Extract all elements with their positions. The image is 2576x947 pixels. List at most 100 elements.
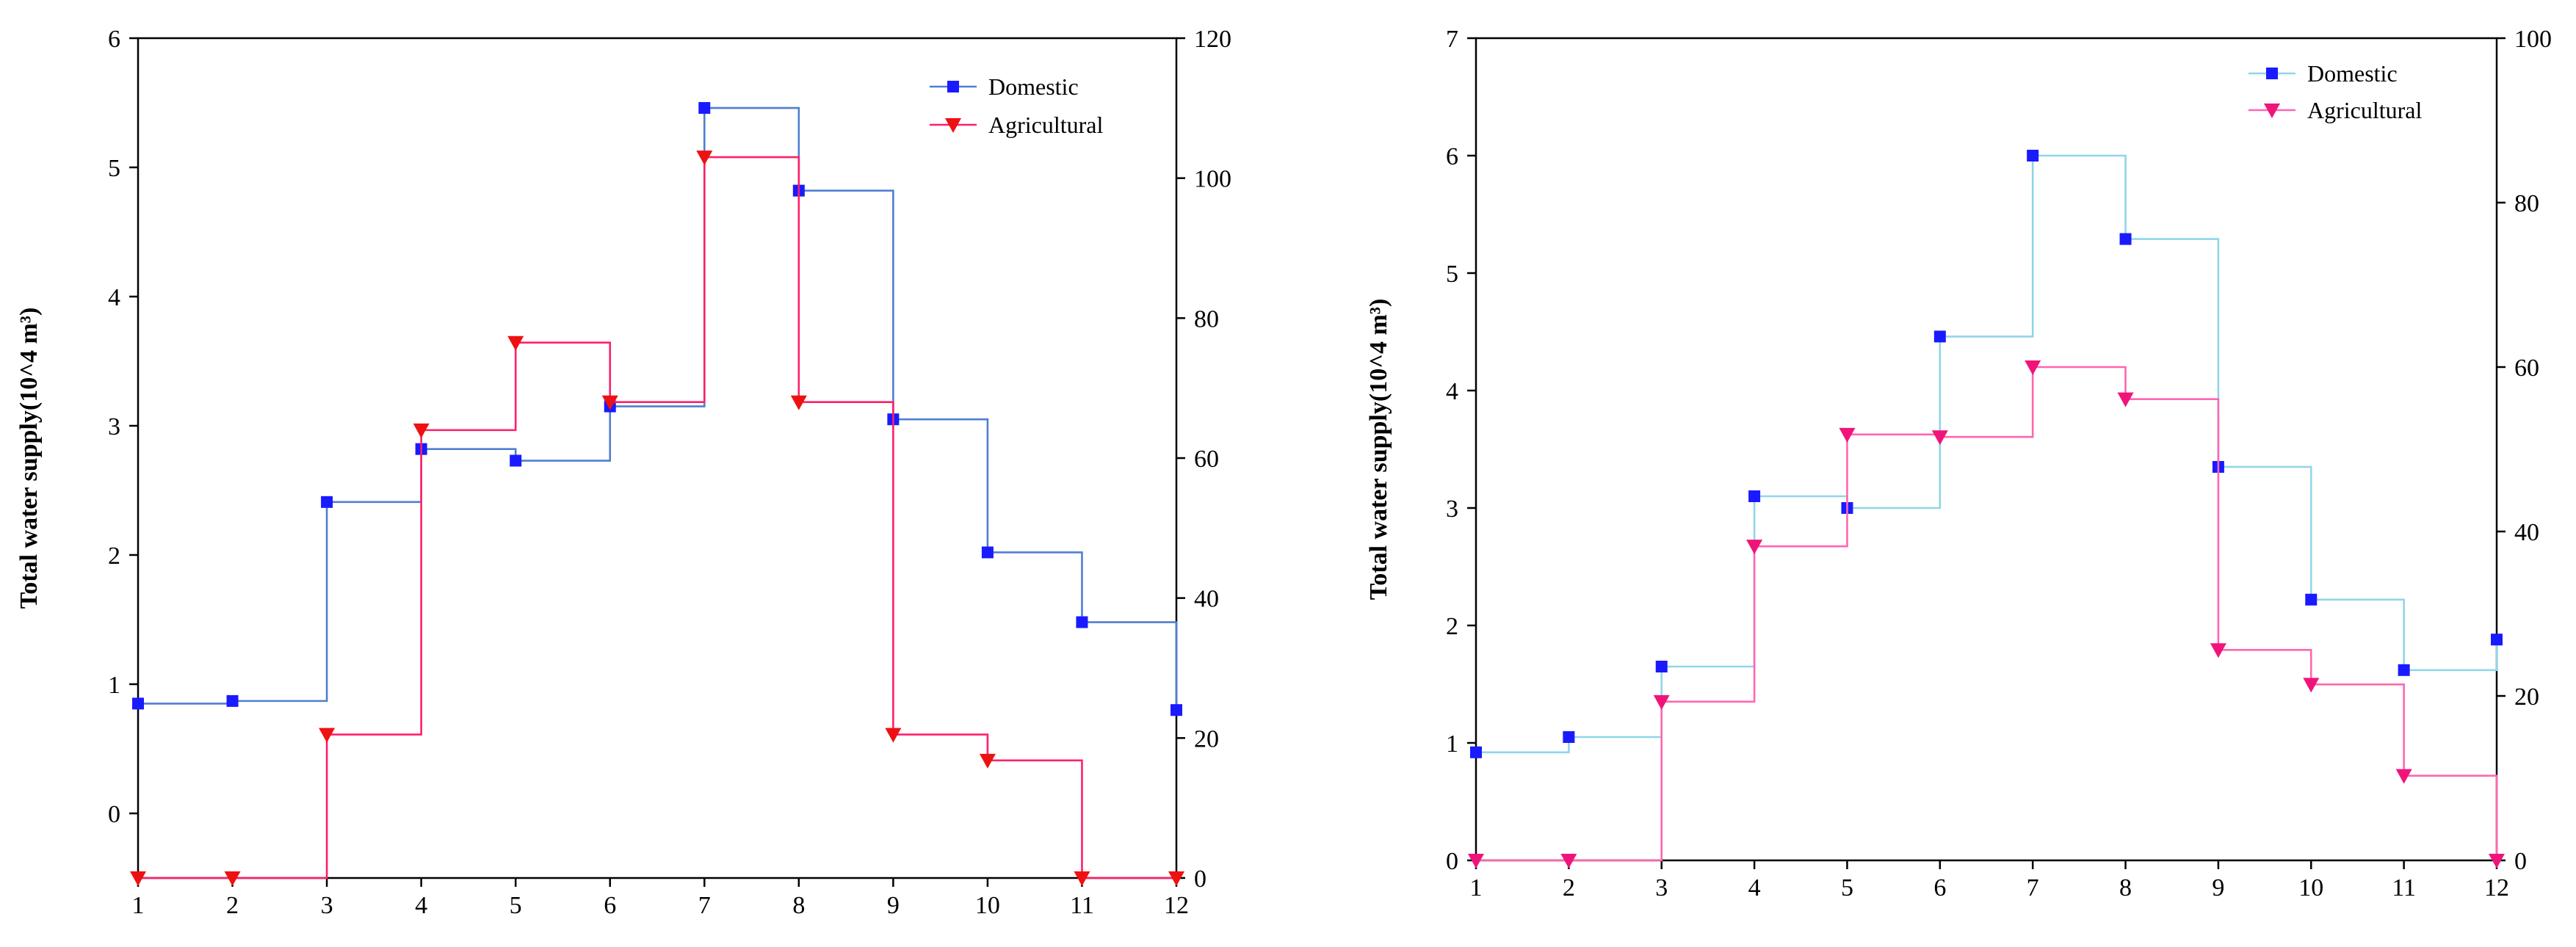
legend-marker: [947, 81, 959, 92]
x-tick-label: 3: [1655, 874, 1668, 901]
x-tick-label: 7: [698, 892, 711, 919]
x-tick-label: 8: [2119, 874, 2132, 901]
legend-marker: [2266, 68, 2278, 79]
x-tick-label: 9: [887, 892, 900, 919]
y-tick-label: 5: [1446, 261, 1458, 288]
y2-tick-label: 60: [1194, 446, 1219, 473]
x-tick-label: 3: [321, 892, 333, 919]
x-tick-label: 10: [975, 892, 1000, 919]
data-point-domestic: [1748, 490, 1761, 502]
y-tick-label: 6: [108, 26, 120, 53]
data-point-domestic: [1171, 704, 1182, 716]
data-point-agricultural: [601, 395, 618, 410]
y-axis-label: Total water supply(10^4 m³): [15, 308, 43, 609]
series-line-domestic: [138, 106, 1178, 711]
data-point-domestic: [2398, 664, 2410, 676]
y-tick-label: 0: [1446, 848, 1458, 875]
legend-label-agricultural: Agricultural: [2307, 97, 2423, 123]
data-point-domestic: [226, 694, 239, 707]
y2-tick-label: 20: [2514, 683, 2539, 711]
data-point-domestic: [2119, 233, 2132, 245]
y-tick-label: 2: [108, 543, 120, 570]
data-point-agricultural: [1653, 694, 1670, 710]
x-tick-label: 8: [792, 892, 805, 919]
x-tick-label: 12: [2484, 874, 2509, 901]
data-point-domestic: [698, 102, 711, 115]
x-tick-label: 4: [415, 892, 427, 919]
legend-label-domestic: Domestic: [988, 73, 1079, 100]
x-tick-label: 9: [2212, 874, 2224, 901]
data-point-agricultural: [2117, 392, 2134, 407]
series-line-agricultural: [138, 156, 1176, 879]
data-point-agricultural: [696, 150, 713, 166]
y2-tick-label: 100: [1194, 166, 1231, 193]
chart-1: 1 2 3 4 5 6 7 8 9 10 11 120123456020406080100120Tot…: [15, 26, 1231, 919]
data-point-agricultural: [319, 728, 336, 743]
x-tick-label: 2: [1563, 874, 1575, 901]
y-tick-label: 1: [1446, 730, 1458, 758]
data-point-agricultural: [1839, 427, 1856, 443]
y-tick-label: 5: [108, 155, 120, 182]
data-point-agricultural: [130, 871, 146, 886]
data-point-domestic: [1933, 330, 1946, 343]
y2-tick-label: 0: [1194, 866, 1206, 893]
data-point-domestic: [1655, 661, 1668, 672]
data-point-agricultural: [507, 335, 524, 351]
legend-label-domestic: Domestic: [2307, 60, 2398, 87]
y-axis-label: Total water supply(10^4 m³): [1365, 299, 1392, 601]
y-tick-label: 4: [108, 284, 120, 311]
legend-marker: [2264, 104, 2280, 118]
data-point-domestic: [510, 454, 522, 467]
data-point-agricultural: [1074, 871, 1090, 886]
legend: Domestic Agricultural: [930, 73, 1104, 138]
y2-tick-label: 0: [2514, 848, 2527, 875]
x-tick-label: 11: [1070, 892, 1094, 919]
data-point-domestic: [1470, 746, 1482, 758]
data-point-agricultural: [2210, 643, 2226, 658]
x-tick-label: 11: [2392, 874, 2416, 901]
y-tick-label: 6: [1446, 143, 1458, 170]
data-point-agricultural: [1931, 430, 1948, 446]
plot-frame: [137, 37, 1178, 879]
y2-tick-label: 40: [2514, 519, 2539, 546]
data-point-domestic: [2305, 593, 2318, 606]
x-tick-label: 6: [604, 892, 616, 919]
y-tick-label: 3: [108, 413, 120, 440]
x-tick-label: 4: [1748, 874, 1761, 901]
y-tick-label: 1: [108, 672, 120, 699]
y-tick-label: 2: [1446, 613, 1458, 640]
x-tick-label: 12: [1164, 892, 1189, 919]
plot-frame: [1475, 37, 2498, 862]
data-point-agricultural: [1168, 871, 1184, 886]
data-point-domestic: [132, 697, 144, 710]
series-line-agricultural: [1476, 366, 2498, 862]
data-point-agricultural: [979, 753, 996, 769]
x-tick-label: 7: [2027, 874, 2039, 901]
x-tick-label: 10: [2298, 874, 2323, 901]
data-point-domestic: [1563, 731, 1575, 743]
data-point-agricultural: [2395, 769, 2412, 784]
y-tick-label: 4: [1446, 378, 1458, 405]
y2-tick-label: 40: [1194, 586, 1219, 613]
data-point-domestic: [2027, 150, 2039, 162]
y2-tick-label: 80: [1194, 305, 1219, 333]
y-tick-label: 3: [1446, 496, 1458, 523]
data-point-agricultural: [1560, 854, 1577, 868]
x-tick-label: 6: [1933, 874, 1946, 901]
y-tick-label: 0: [108, 801, 120, 828]
data-point-agricultural: [2303, 678, 2320, 693]
y2-tick-label: 100: [2514, 26, 2552, 53]
series-line-domestic: [1476, 154, 2498, 754]
x-tick-label: 1: [1470, 874, 1483, 901]
x-tick-label: 1: [132, 892, 145, 919]
chart-2: 1 2 3 4 5 6 7 8 9 10 11 1201234567020406080100Total…: [1365, 26, 2552, 901]
x-tick-label: 2: [226, 892, 239, 919]
y2-tick-label: 120: [1194, 26, 1231, 53]
y2-tick-label: 20: [1194, 725, 1219, 752]
legend-marker: [945, 118, 961, 133]
data-point-agricultural: [413, 423, 430, 438]
legend: Domestic Agricultural: [2248, 60, 2423, 123]
legend-label-agricultural: Agricultural: [988, 112, 1104, 138]
data-point-domestic: [981, 546, 994, 559]
